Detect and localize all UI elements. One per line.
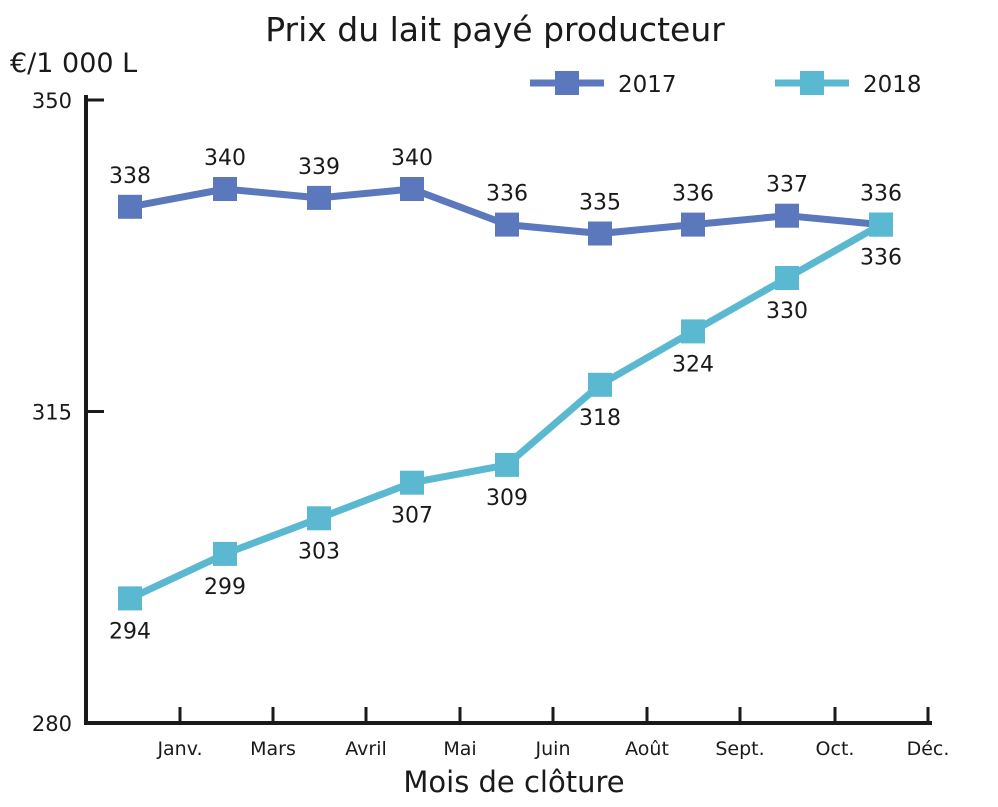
- legend-marker: [555, 71, 579, 95]
- data-label: 336: [672, 182, 714, 207]
- data-point: [588, 221, 612, 246]
- data-point: [588, 372, 612, 397]
- data-point: [775, 203, 799, 228]
- data-label: 338: [109, 164, 151, 189]
- data-point: [118, 194, 142, 219]
- data-label: 299: [204, 575, 246, 600]
- data-label: 340: [391, 146, 433, 171]
- data-label: 324: [672, 352, 714, 377]
- data-point: [681, 319, 705, 344]
- series-layer: 338 340 339 340 336 335 336 337 336 294 299 303 307 3…: [109, 146, 902, 644]
- data-label: 339: [298, 155, 340, 180]
- data-label: 330: [766, 299, 808, 324]
- legend-item: 2018: [775, 71, 922, 98]
- data-point: [775, 266, 799, 290]
- y-tick-label: 350: [32, 89, 72, 113]
- data-label: 294: [109, 619, 151, 644]
- data-label: 337: [766, 173, 808, 198]
- y-tick-label: 280: [32, 712, 72, 736]
- data-label: 336: [486, 182, 528, 207]
- x-tick-label: Juin: [535, 738, 571, 760]
- data-point: [307, 185, 331, 210]
- series-2017: 338 340 339 340 336 335 336 337 336: [109, 146, 902, 246]
- x-tick-label: Mai: [443, 738, 476, 760]
- x-ticks: Janv. Mars Avril Mai Juin Août Sept. Oct. Déc.: [156, 707, 949, 760]
- legend-label: 2017: [618, 72, 677, 98]
- chart-title: Prix du lait payé producteur: [265, 10, 725, 49]
- y-tick-label: 315: [32, 401, 72, 425]
- data-label: 335: [579, 191, 621, 216]
- data-label: 318: [579, 406, 621, 431]
- data-label: 307: [391, 504, 433, 529]
- data-label: 309: [486, 486, 528, 511]
- data-point: [213, 541, 237, 566]
- legend-marker: [800, 71, 824, 95]
- x-tick-label: Août: [625, 738, 669, 760]
- data-point: [400, 177, 424, 201]
- data-label: 336: [860, 182, 902, 207]
- legend-item: 2017: [530, 71, 677, 98]
- x-tick-label: Oct.: [816, 738, 855, 760]
- data-label: 303: [298, 539, 340, 564]
- data-point: [213, 177, 237, 201]
- legend-label: 2018: [863, 72, 922, 98]
- data-point: [869, 212, 893, 237]
- data-label: 336: [860, 246, 902, 271]
- data-point: [681, 212, 705, 237]
- y-axis-unit-label: €/1 000 L: [10, 48, 137, 79]
- data-point: [495, 452, 519, 477]
- y-ticks: 350 315 280: [32, 89, 104, 736]
- data-point: [118, 586, 142, 611]
- x-tick-label: Mars: [250, 738, 296, 760]
- x-tick-label: Avril: [345, 738, 387, 760]
- data-label: 340: [204, 146, 246, 171]
- data-point: [495, 212, 519, 237]
- series-2018: 294 299 303 307 309 318 324 330 336: [109, 212, 902, 644]
- series-line: [128, 221, 883, 602]
- data-point: [400, 470, 424, 495]
- x-tick-label: Janv.: [156, 738, 202, 760]
- x-tick-label: Déc.: [907, 738, 950, 760]
- x-tick-label: Sept.: [715, 738, 764, 760]
- legend: 2017 2018: [530, 71, 922, 98]
- data-point: [307, 506, 331, 531]
- x-axis-title: Mois de clôture: [403, 765, 624, 799]
